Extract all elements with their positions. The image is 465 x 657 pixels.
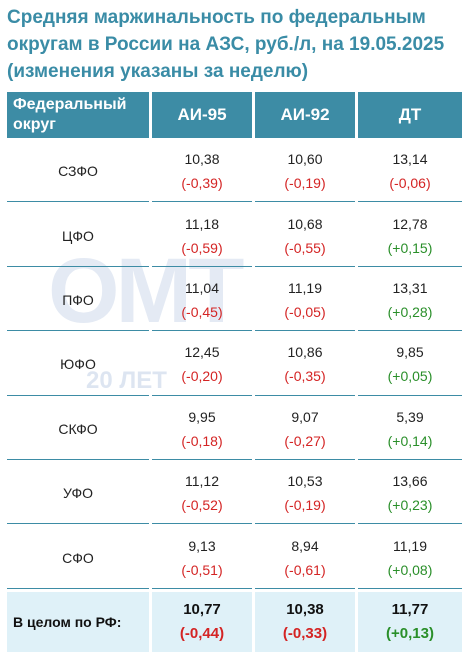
- dt-cell: 13,66 (+0,23): [358, 463, 462, 525]
- table-row: ЮФО 12,45 (-0,20) 10,86 (-0,35) 9,85 (+0,05…: [7, 334, 462, 396]
- ai95-change: (-0,45): [181, 304, 223, 321]
- header-ai95: АИ-95: [152, 92, 252, 138]
- region-name: ЮФО: [7, 334, 149, 396]
- ai92-value: 10,60: [287, 151, 323, 168]
- ai95-cell: 11,04 (-0,45): [152, 270, 252, 332]
- ai92-cell: 10,68 (-0,55): [255, 205, 355, 267]
- ai92-change: (-0,61): [284, 561, 326, 578]
- ai92-change: (-0,55): [284, 239, 326, 256]
- dt-value: 13,31: [392, 280, 428, 297]
- table-row: ПФО 11,04 (-0,45) 11,19 (-0,05) 13,31 (+0,2…: [7, 270, 462, 332]
- ai95-change: (-0,52): [181, 497, 223, 514]
- region-name: СЗФО: [7, 141, 149, 203]
- header-ai92: АИ-92: [255, 92, 355, 138]
- dt-change: (+0,05): [387, 368, 433, 385]
- dt-change: (+0,28): [387, 304, 433, 321]
- total-ai92-cell: 10,38 (-0,33): [255, 591, 355, 652]
- region-name: ПФО: [7, 270, 149, 332]
- margin-table: Федеральный округ АИ-95 АИ-92 ДТ СЗФО 10…: [4, 89, 465, 655]
- region-name: СФО: [7, 527, 149, 589]
- dt-value: 13,14: [392, 151, 428, 168]
- ai92-cell: 8,94 (-0,61): [255, 527, 355, 589]
- ai95-change: (-0,59): [181, 239, 223, 256]
- dt-cell: 12,78 (+0,15): [358, 205, 462, 267]
- total-dt-change: (+0,13): [386, 624, 434, 642]
- dt-change: (+0,23): [387, 497, 433, 514]
- ai95-cell: 9,95 (-0,18): [152, 399, 252, 461]
- ai92-change: (-0,27): [284, 432, 326, 449]
- ai92-cell: 10,53 (-0,19): [255, 463, 355, 525]
- table-row: СЗФО 10,38 (-0,39) 10,60 (-0,19) 13,14 (-0,…: [7, 141, 462, 203]
- total-label: В целом по РФ:: [7, 591, 149, 652]
- dt-change: (-0,06): [389, 175, 431, 192]
- ai92-cell: 10,86 (-0,35): [255, 334, 355, 396]
- ai95-change: (-0,18): [181, 432, 223, 449]
- dt-cell: 13,31 (+0,28): [358, 270, 462, 332]
- ai95-cell: 12,45 (-0,20): [152, 334, 252, 396]
- ai92-change: (-0,35): [284, 368, 326, 385]
- page-title: Средняя маржинальность по федеральным ок…: [7, 7, 445, 82]
- dt-value: 9,85: [396, 344, 424, 361]
- dt-cell: 9,85 (+0,05): [358, 334, 462, 396]
- ai95-value: 10,38: [184, 151, 220, 168]
- dt-change: (+0,08): [387, 561, 433, 578]
- ai95-value: 9,95: [188, 408, 216, 425]
- total-ai95-cell: 10,77 (-0,44): [152, 591, 252, 652]
- ai95-value: 11,12: [185, 473, 219, 490]
- ai95-cell: 10,38 (-0,39): [152, 141, 252, 203]
- ai92-value: 10,53: [287, 473, 323, 490]
- ai92-cell: 9,07 (-0,27): [255, 399, 355, 461]
- header-dt: ДТ: [358, 92, 462, 138]
- ai92-value: 9,07: [291, 408, 319, 425]
- ai95-value: 12,45: [184, 344, 220, 361]
- ai92-change: (-0,05): [284, 304, 326, 321]
- ai95-change: (-0,20): [181, 368, 223, 385]
- table-row: УФО 11,12 (-0,52) 10,53 (-0,19) 13,66 (+0,2…: [7, 463, 462, 525]
- table-row: ЦФО 11,18 (-0,59) 10,68 (-0,55) 12,78 (+0,1…: [7, 205, 462, 267]
- ai95-value: 11,04: [185, 280, 219, 297]
- total-ai95-value: 10,77: [183, 600, 221, 618]
- table-row: СФО 9,13 (-0,51) 8,94 (-0,61) 11,19 (+0,08): [7, 527, 462, 589]
- ai92-value: 11,19: [288, 280, 322, 297]
- total-ai95-change: (-0,44): [179, 624, 225, 642]
- total-dt-cell: 11,77 (+0,13): [358, 591, 462, 652]
- total-row: В целом по РФ: 10,77 (-0,44) 10,38 (-0,33)…: [7, 591, 462, 652]
- ai92-change: (-0,19): [284, 175, 326, 192]
- dt-value: 11,19: [393, 537, 427, 554]
- ai95-cell: 11,18 (-0,59): [152, 205, 252, 267]
- total-ai92-value: 10,38: [286, 600, 324, 618]
- dt-change: (+0,15): [387, 239, 433, 256]
- region-name: УФО: [7, 463, 149, 525]
- total-ai92-change: (-0,33): [282, 624, 328, 642]
- table-row: СКФО 9,95 (-0,18) 9,07 (-0,27) 5,39 (+0,14): [7, 399, 462, 461]
- ai92-change: (-0,19): [284, 497, 326, 514]
- ai95-value: 9,13: [188, 537, 216, 554]
- ai95-cell: 11,12 (-0,52): [152, 463, 252, 525]
- ai92-cell: 11,19 (-0,05): [255, 270, 355, 332]
- header-region: Федеральный округ: [7, 92, 149, 138]
- dt-change: (+0,14): [387, 432, 433, 449]
- ai95-change: (-0,39): [181, 175, 223, 192]
- table-header-row: Федеральный округ АИ-95 АИ-92 ДТ: [7, 92, 462, 138]
- dt-value: 5,39: [396, 408, 424, 425]
- ai92-value: 10,68: [287, 215, 323, 232]
- ai92-value: 8,94: [291, 537, 319, 554]
- region-name: СКФО: [7, 399, 149, 461]
- dt-value: 12,78: [392, 215, 428, 232]
- total-dt-value: 11,77: [391, 600, 429, 618]
- dt-cell: 13,14 (-0,06): [358, 141, 462, 203]
- ai95-value: 11,18: [185, 215, 219, 232]
- dt-value: 13,66: [392, 473, 428, 490]
- ai95-change: (-0,51): [181, 561, 223, 578]
- dt-cell: 5,39 (+0,14): [358, 399, 462, 461]
- region-name: ЦФО: [7, 205, 149, 267]
- ai95-cell: 9,13 (-0,51): [152, 527, 252, 589]
- ai92-value: 10,86: [287, 344, 323, 361]
- ai92-cell: 10,60 (-0,19): [255, 141, 355, 203]
- dt-cell: 11,19 (+0,08): [358, 527, 462, 589]
